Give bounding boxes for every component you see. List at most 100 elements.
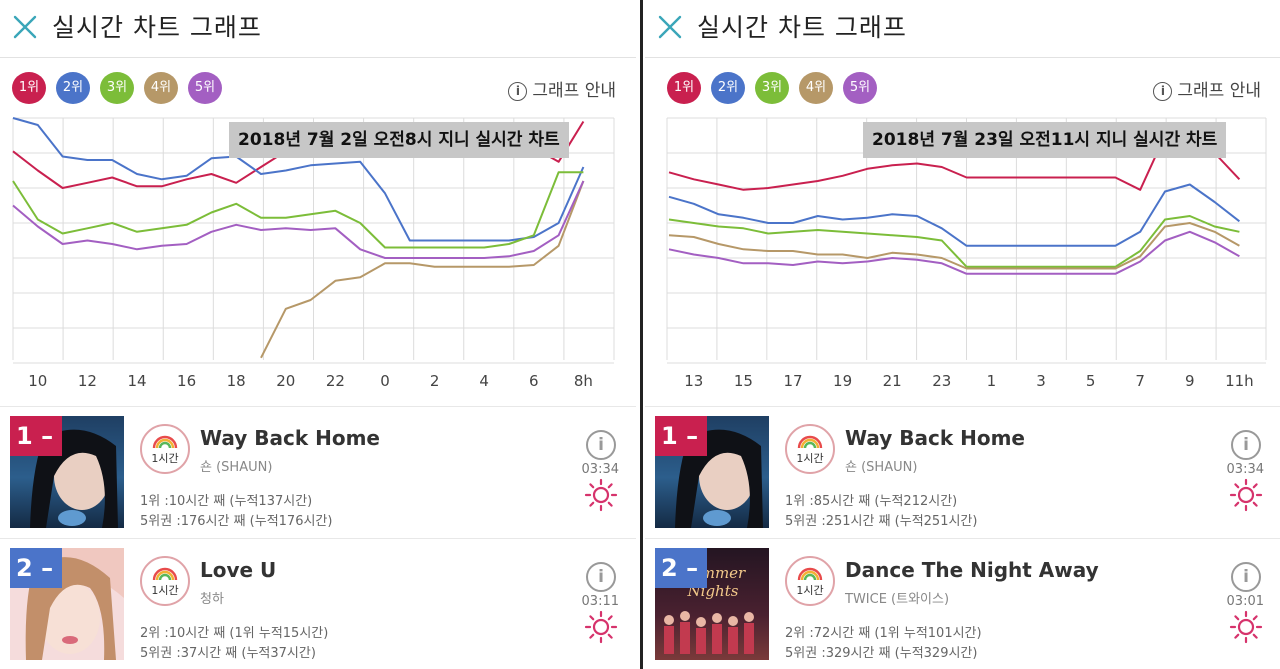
x-tick-label: 6 [529,372,539,390]
song-info-icon[interactable]: i [1231,430,1261,460]
x-tick-label: 10 [28,372,48,390]
hours-badge: 1시간 [785,556,835,606]
rank-number: 2 [661,554,678,582]
rank-change: – [686,554,699,582]
rank-chip-1[interactable]: 1위 [667,72,701,104]
divider [645,406,1280,407]
hours-badge: 1시간 [140,424,190,474]
sun-icon[interactable] [584,610,618,644]
rank-stat-top5: 5위권 :251시간 째 (누적251시간) [785,514,978,529]
graph-guide-label: 그래프 안내 [532,81,616,101]
song-info-icon[interactable]: i [586,562,616,592]
sun-icon[interactable] [584,478,618,512]
song-row-2[interactable]: 2 – 1시간 Love U 청하 2위 :10시간 째 (1위 누적15시간)… [0,548,636,666]
hours-badge: 1시간 [140,556,190,606]
album-cover[interactable]: 1 – [655,416,769,528]
rank-stat-primary: 1위 :10시간 째 (누적137시간) [140,494,313,509]
panel-divider [640,0,643,669]
album-cover[interactable]: Summer Nights 2 – [655,548,769,660]
series-line-rank-3 [12,171,584,249]
series-line-rank-5 [668,230,1240,275]
hours-badge-label: 1시간 [796,584,824,597]
graph-guide-button[interactable]: i 그래프 안내 [508,76,616,101]
song-row-1[interactable]: 1 – 1시간 Way Back Home 숀 (SHAUN) 1위 :10시간… [0,416,636,534]
rank-chip-2[interactable]: 2위 [711,72,745,104]
x-tick-label: 18 [226,372,246,390]
rank-stat-top5: 5위권 :37시간 째 (누적37시간) [140,646,316,661]
song-artist[interactable]: 숀 (SHAUN) [845,460,918,475]
series-line-rank-4 [260,180,585,359]
rank-stat-top5: 5위권 :329시간 째 (누적329시간) [785,646,978,661]
song-title[interactable]: Way Back Home [845,426,1025,450]
divider [645,538,1280,539]
hours-badge: 1시간 [785,424,835,474]
x-tick-label: 14 [127,372,147,390]
song-artist[interactable]: TWICE (트와이스) [845,592,950,607]
x-tick-label: 8h [573,372,593,390]
song-title[interactable]: Way Back Home [200,426,380,450]
song-title[interactable]: Love U [200,558,277,582]
rank-chip-1[interactable]: 1위 [12,72,46,104]
rainbow-icon [797,435,823,449]
album-cover[interactable]: 1 – [10,416,124,528]
info-icon: i [1153,82,1173,101]
x-tick-label: 11h [1225,372,1254,390]
rank-badge: 1 – [10,416,62,456]
hours-badge-label: 1시간 [151,584,179,597]
chart-caption: 2018년 7월 2일 오전8시 지니 실시간 차트 [229,122,569,158]
song-row-2[interactable]: Summer Nights 2 – 1시간 Dance The N [645,548,1280,666]
sun-icon[interactable] [1229,610,1263,644]
x-tick-label: 17 [783,372,803,390]
panel-header: 실시간 차트 그래프 [0,0,636,58]
x-tick-label: 9 [1185,372,1195,390]
rank-change: – [41,422,54,450]
chart-panel-right: 실시간 차트 그래프 1위 2위 3위 4위 5위 i 그래프 안내 13 15 17… [645,0,1280,669]
song-artist[interactable]: 청하 [200,592,224,607]
close-icon[interactable] [657,14,683,40]
info-icon: i [508,82,528,101]
x-tick-label: 20 [276,372,296,390]
rank-stat-primary: 2위 :72시간 째 (1위 누적101시간) [785,626,982,641]
chart-caption: 2018년 7월 23일 오전11시 지니 실시간 차트 [863,122,1227,158]
divider [0,538,636,539]
rank-number: 1 [661,422,678,450]
page-title: 실시간 차트 그래프 [697,13,907,42]
album-cover[interactable]: 2 – [10,548,124,660]
sun-icon[interactable] [1229,478,1263,512]
song-duration: 03:11 [581,594,619,609]
x-tick-label: 7 [1135,372,1145,390]
song-artist[interactable]: 숀 (SHAUN) [200,460,273,475]
song-info-icon[interactable]: i [1231,562,1261,592]
x-tick-label: 0 [380,372,390,390]
rank-stat-primary: 2위 :10시간 째 (1위 누적15시간) [140,626,329,641]
series-line-rank-2 [668,183,1241,247]
x-tick-label: 22 [325,372,345,390]
rank-chip-3[interactable]: 3위 [755,72,789,104]
rank-chip-3[interactable]: 3위 [100,72,134,104]
close-icon[interactable] [12,14,38,40]
rank-change: – [41,554,54,582]
series-line-rank-1 [668,134,1241,191]
song-duration: 03:34 [581,462,619,477]
series-line-rank-4 [668,222,1240,270]
x-tick-label: 16 [177,372,197,390]
x-tick-label: 19 [833,372,853,390]
x-tick-label: 13 [684,372,704,390]
rank-chip-5[interactable]: 5위 [188,72,222,104]
x-tick-label: 3 [1036,372,1046,390]
song-row-1[interactable]: 1 – 1시간 Way Back Home 숀 (SHAUN) 1위 :85시간… [645,416,1280,534]
rank-chip-2[interactable]: 2위 [56,72,90,104]
rank-chip-5[interactable]: 5위 [843,72,877,104]
x-axis-labels: 10 12 14 16 18 20 22 0 2 4 6 8h [0,372,636,396]
song-info-icon[interactable]: i [586,430,616,460]
song-title[interactable]: Dance The Night Away [845,558,1099,582]
rank-badge: 1 – [655,416,707,456]
graph-guide-button[interactable]: i 그래프 안내 [1153,76,1261,101]
rank-chip-4[interactable]: 4위 [799,72,833,104]
hours-badge-label: 1시간 [796,452,824,465]
rank-chip-4[interactable]: 4위 [144,72,178,104]
rainbow-icon [152,435,178,449]
rank-badge: 2 – [655,548,707,588]
x-tick-label: 23 [932,372,952,390]
x-tick-label: 1 [986,372,997,390]
